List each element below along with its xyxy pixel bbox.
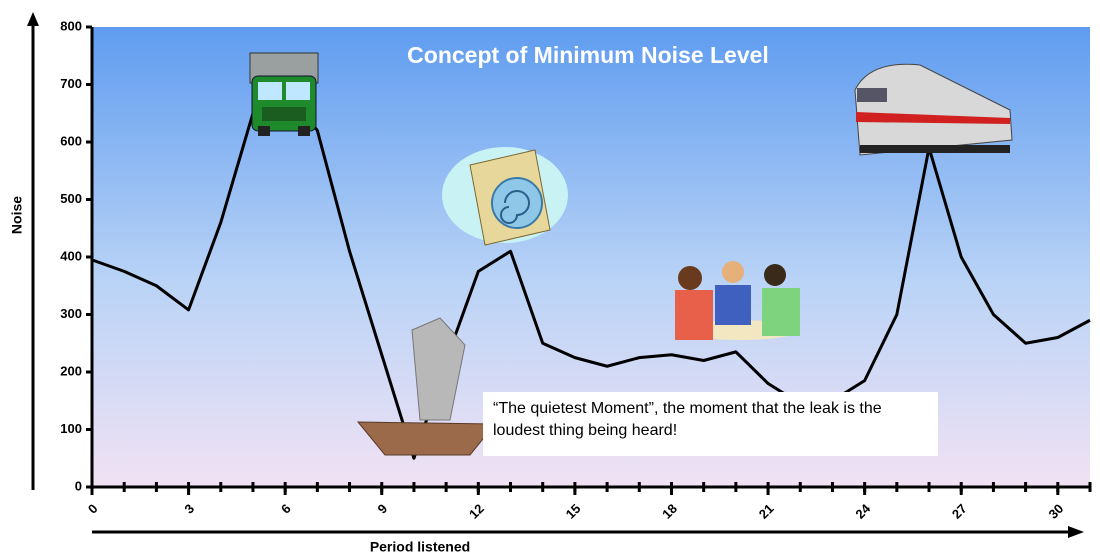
y-tick-label: 300 [60, 306, 82, 321]
arrow-head [1068, 526, 1084, 538]
x-tick-label: 18 [659, 501, 680, 522]
y-tick-label: 0 [75, 478, 82, 493]
x-tick-label: 12 [466, 501, 487, 522]
y-tick-label: 600 [60, 133, 82, 148]
arrow-head [27, 12, 39, 26]
y-tick-label: 100 [60, 421, 82, 436]
truck-icon [250, 53, 318, 136]
x-tick-label: 24 [852, 500, 873, 521]
x-tick-label: 27 [949, 501, 970, 522]
x-tick-label: 21 [756, 501, 777, 522]
y-tick-label: 400 [60, 248, 82, 263]
y-tick-label: 800 [60, 18, 82, 33]
y-tick-label: 700 [60, 76, 82, 91]
x-tick-label: 30 [1046, 501, 1067, 522]
chart-title: Concept of Minimum Noise Level [407, 42, 769, 68]
page: {"chart_data": {"type": "line", "title":… [0, 0, 1100, 555]
x-tick-label: 15 [563, 501, 584, 522]
annotation: “The quietest Moment”, the moment that t… [493, 398, 933, 442]
y-tick-label: 500 [60, 191, 82, 206]
x-tick-label: 6 [278, 501, 294, 517]
x-tick-label: 3 [181, 501, 197, 517]
x-tick-label: 0 [85, 501, 101, 517]
x-tick-label: 9 [375, 501, 391, 517]
people-icon [675, 261, 800, 340]
chart: Concept of Minimum Noise Level Noise Per… [0, 0, 1100, 555]
y-axis-label: Noise [9, 196, 25, 234]
y-tick-label: 200 [60, 363, 82, 378]
x-axis-label: Period listened [370, 539, 470, 555]
annotation-wrap: “The quietest Moment”, the moment that t… [493, 398, 933, 454]
